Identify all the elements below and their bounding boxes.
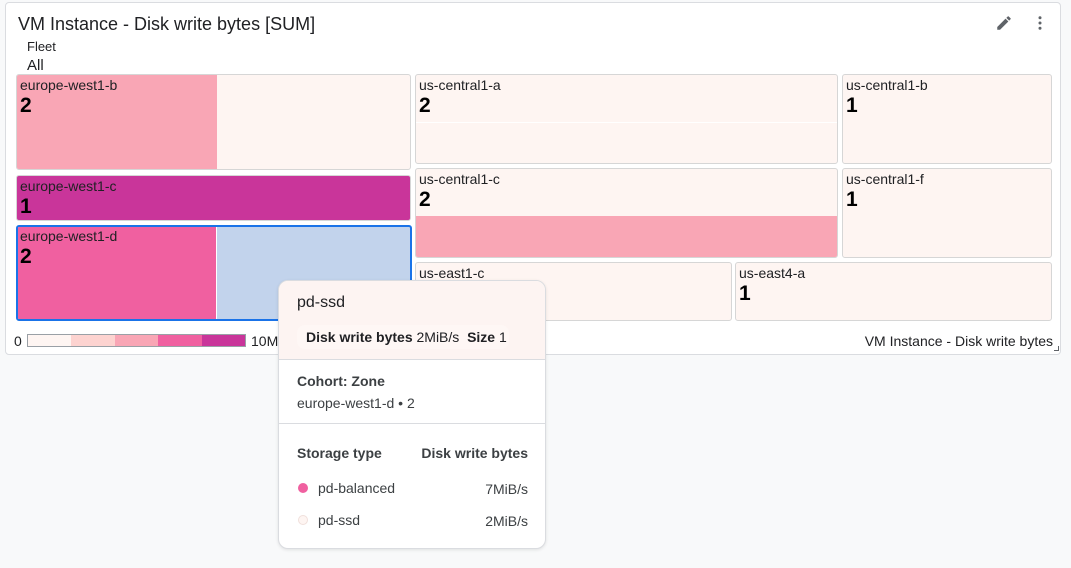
legend-color-scale [27,334,246,347]
tile-count: 2 [419,188,431,211]
tile-us-central1-b[interactable]: us-central1-b 1 [842,74,1052,164]
tile-us-east4-a[interactable]: us-east4-a 1 [735,262,1052,321]
metric-label: Disk write bytes [306,329,413,345]
series-color-dot [298,483,308,493]
cohort-label: Cohort: Zone [297,373,385,389]
legend-max: 10M [251,333,279,349]
segment[interactable] [17,75,217,169]
series-name: pd-ssd [318,512,361,528]
tile-label: us-east4-a [739,265,806,281]
tile-label: europe-west1-b [20,77,118,93]
divider [279,423,545,424]
legend-color-step [114,335,159,346]
tile-us-central1-c[interactable]: us-central1-c 2 [415,168,838,258]
tile-label: us-east1-c [419,265,485,281]
tile-count: 1 [846,188,858,211]
series-name: pd-balanced [318,480,396,496]
filter-value[interactable]: All [27,57,44,74]
tile-europe-west1-b[interactable]: europe-west1-b 2 [16,74,411,170]
tile-label: europe-west1-d [20,228,118,244]
segment-divider [416,122,837,123]
tile-us-central1-a[interactable]: us-central1-a 2 [415,74,838,164]
tile-count: 1 [739,282,751,305]
tile-label: europe-west1-c [20,178,117,194]
tile-label: us-central1-a [419,77,501,93]
footer-label: VM Instance - Disk write bytes [864,333,1053,349]
column-header-storage-type: Storage type [297,445,382,461]
tile-count: 1 [20,195,32,218]
legend-color-step [201,335,246,346]
metric-value: 2MiB/s [416,329,460,345]
widget-title: VM Instance - Disk write bytes [SUM] [18,14,316,34]
tooltip: pd-ssd Disk write bytes 2MiB/s Size 1 Co… [278,280,546,549]
tile-count: 2 [20,245,32,268]
cohort-value: europe-west1-d • 2 [297,395,415,411]
resize-handle-icon[interactable] [1054,346,1059,351]
legend-color-step [28,335,72,346]
tile-label: us-central1-f [846,171,924,187]
pencil-icon[interactable] [992,11,1016,35]
segment[interactable] [416,216,837,257]
series-value: 2MiB/s [485,513,528,529]
size-value: 1 [498,329,507,345]
tooltip-metric-chip: Disk write bytes 2MiB/s Size 1 [297,325,509,349]
tile-label: us-central1-c [419,171,500,187]
segment[interactable] [18,227,217,319]
column-header-disk-write-bytes: Disk write bytes [421,445,528,461]
legend-color-step [71,335,115,346]
legend-min: 0 [14,333,22,349]
more-vert-icon[interactable] [1028,11,1052,35]
tile-count: 2 [20,94,32,117]
size-label: Size [467,329,496,345]
series-color-dot [298,515,308,525]
tooltip-title: pd-ssd [297,294,346,311]
tile-europe-west1-c[interactable]: europe-west1-c 1 [16,175,411,221]
legend-color-step [158,335,202,346]
series-value: 7MiB/s [485,481,528,497]
tile-us-central1-f[interactable]: us-central1-f 1 [842,168,1052,258]
tile-count: 2 [419,94,431,117]
tile-count: 1 [846,94,858,117]
tile-label: us-central1-b [846,77,928,93]
filter-label: Fleet [27,39,56,54]
